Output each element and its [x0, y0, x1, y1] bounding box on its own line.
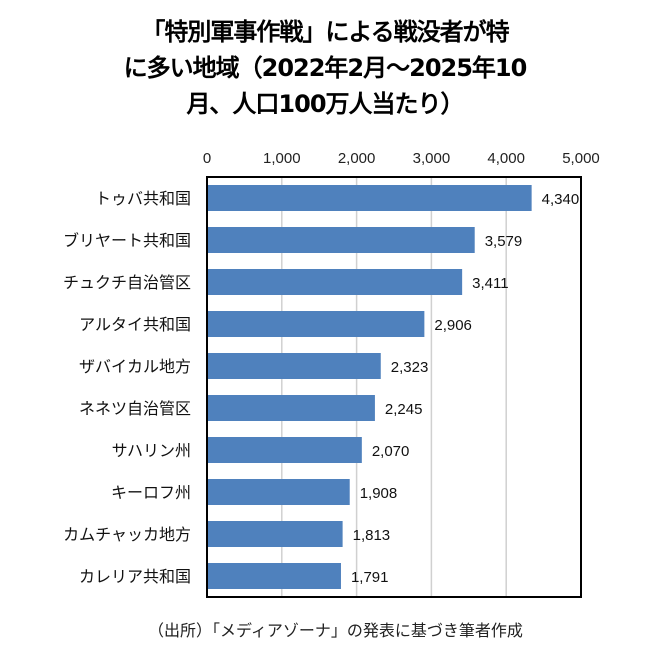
x-tick-label: 3,000: [413, 150, 451, 167]
title-line-1: 「特別軍事作戦」による戦没者が特: [141, 18, 509, 46]
bar: [207, 521, 343, 547]
x-tick-label: 5,000: [562, 150, 600, 167]
bar: [207, 185, 532, 211]
bar: [207, 479, 350, 505]
source-note: （出所）「メディアゾーナ」の発表に基づき筆者作成: [148, 621, 523, 640]
data-label: 2,906: [434, 317, 472, 334]
bar: [207, 437, 362, 463]
bar: [207, 311, 425, 337]
category-label: ブリヤート共和国: [63, 231, 191, 250]
data-label: 1,908: [360, 485, 398, 502]
bar: [207, 563, 341, 589]
bar: [207, 227, 475, 253]
category-label: キーロフ州: [111, 483, 191, 502]
bar: [207, 395, 375, 421]
x-tick-label: 0: [203, 150, 211, 167]
data-label: 3,411: [472, 275, 508, 292]
title-line-2: に多い地域（2022年2月～2025年10: [123, 54, 528, 82]
category-label: ザバイカル地方: [79, 357, 191, 376]
title-line-3: 月、人口100万人当たり）: [186, 90, 464, 118]
category-label: カレリア共和国: [79, 567, 191, 586]
bar: [207, 353, 381, 379]
data-label: 2,070: [372, 443, 410, 460]
x-tick-label: 1,000: [263, 150, 301, 167]
data-label: 3,579: [485, 233, 523, 250]
category-label: カムチャッカ地方: [63, 525, 191, 544]
plot-border: [206, 176, 582, 598]
data-label: 2,245: [385, 401, 423, 418]
chart-title: 「特別軍事作戦」による戦没者が特 に多い地域（2022年2月～2025年10 月…: [0, 14, 650, 122]
category-label: サハリン州: [112, 441, 191, 460]
category-label: トゥバ共和国: [95, 189, 191, 208]
x-tick-label: 2,000: [338, 150, 376, 167]
data-label: 2,323: [391, 359, 429, 376]
bar: [207, 269, 463, 295]
category-label: チュクチ自治管区: [63, 273, 191, 292]
category-label: アルタイ共和国: [79, 315, 191, 334]
data-label: 1,813: [353, 527, 391, 544]
data-label: 1,791: [351, 569, 389, 586]
category-label: ネネツ自治管区: [79, 399, 191, 418]
x-tick-label: 4,000: [487, 150, 525, 167]
data-label: 4,340: [542, 191, 580, 208]
